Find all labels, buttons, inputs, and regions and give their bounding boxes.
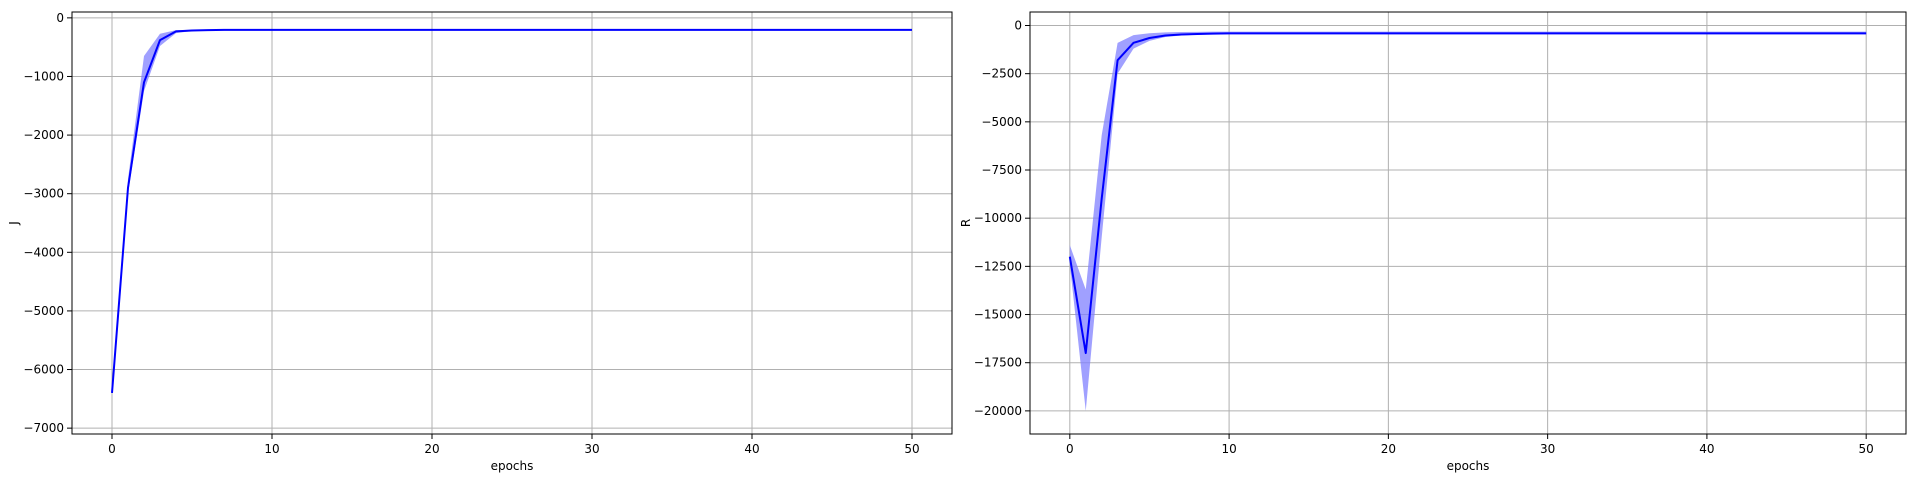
x-tick-label: 10: [1221, 442, 1236, 456]
x-axis-label: epochs: [1447, 459, 1490, 473]
x-axis-label: epochs: [491, 459, 534, 473]
x-tick-label: 30: [1540, 442, 1555, 456]
y-tick-label: −17500: [974, 356, 1022, 370]
y-tick-label: −4000: [23, 245, 64, 259]
x-tick-label: 50: [904, 442, 919, 456]
y-tick-label: −3000: [23, 187, 64, 201]
series-line: [1068, 32, 1867, 355]
y-tick-label: −20000: [974, 404, 1022, 418]
y-axis-label: R: [959, 219, 973, 227]
axes-frame: [1029, 11, 1907, 435]
x-tick-label: 40: [744, 442, 759, 456]
series-line: [111, 28, 912, 394]
y-tick-label: −2500: [981, 67, 1022, 81]
plot-r: 0 10 20 30 40 50 0 −2500 −5000 −7500 −10000 −12500 −…: [959, 11, 1907, 473]
x-tick-label: 20: [1381, 442, 1396, 456]
y-tick-label: −1000: [23, 69, 64, 83]
y-tick-label: −6000: [23, 363, 64, 377]
y-tick-label: 0: [56, 11, 64, 25]
x-tick-label: 30: [584, 442, 599, 456]
y-tick-label: −7500: [981, 163, 1022, 177]
y-tick-label: −15000: [974, 308, 1022, 322]
x-tick-label: 0: [108, 442, 116, 456]
x-tick-label: 0: [1066, 442, 1074, 456]
y-tick-label: −5000: [23, 304, 64, 318]
y-tick-label: −10000: [974, 211, 1022, 225]
axes-frame: [71, 11, 953, 435]
x-tick-label: 50: [1859, 442, 1874, 456]
y-axis-label: J: [7, 221, 21, 226]
y-tick-label: −7000: [23, 421, 64, 435]
y-tick-label: −12500: [974, 259, 1022, 273]
y-tick-label: −2000: [23, 128, 64, 142]
x-tick-label: 40: [1699, 442, 1714, 456]
x-tick-label: 20: [424, 442, 439, 456]
confidence-band: [112, 29, 912, 393]
plot-j: 0 10 20 30 40 50 0 −1000 −2000 −3000 −4000 −5000 −60…: [7, 11, 953, 473]
y-tick-label: 0: [1014, 18, 1022, 32]
y-tick-label: −5000: [981, 115, 1022, 129]
x-tick-label: 10: [264, 442, 279, 456]
confidence-band: [1069, 31, 1867, 411]
